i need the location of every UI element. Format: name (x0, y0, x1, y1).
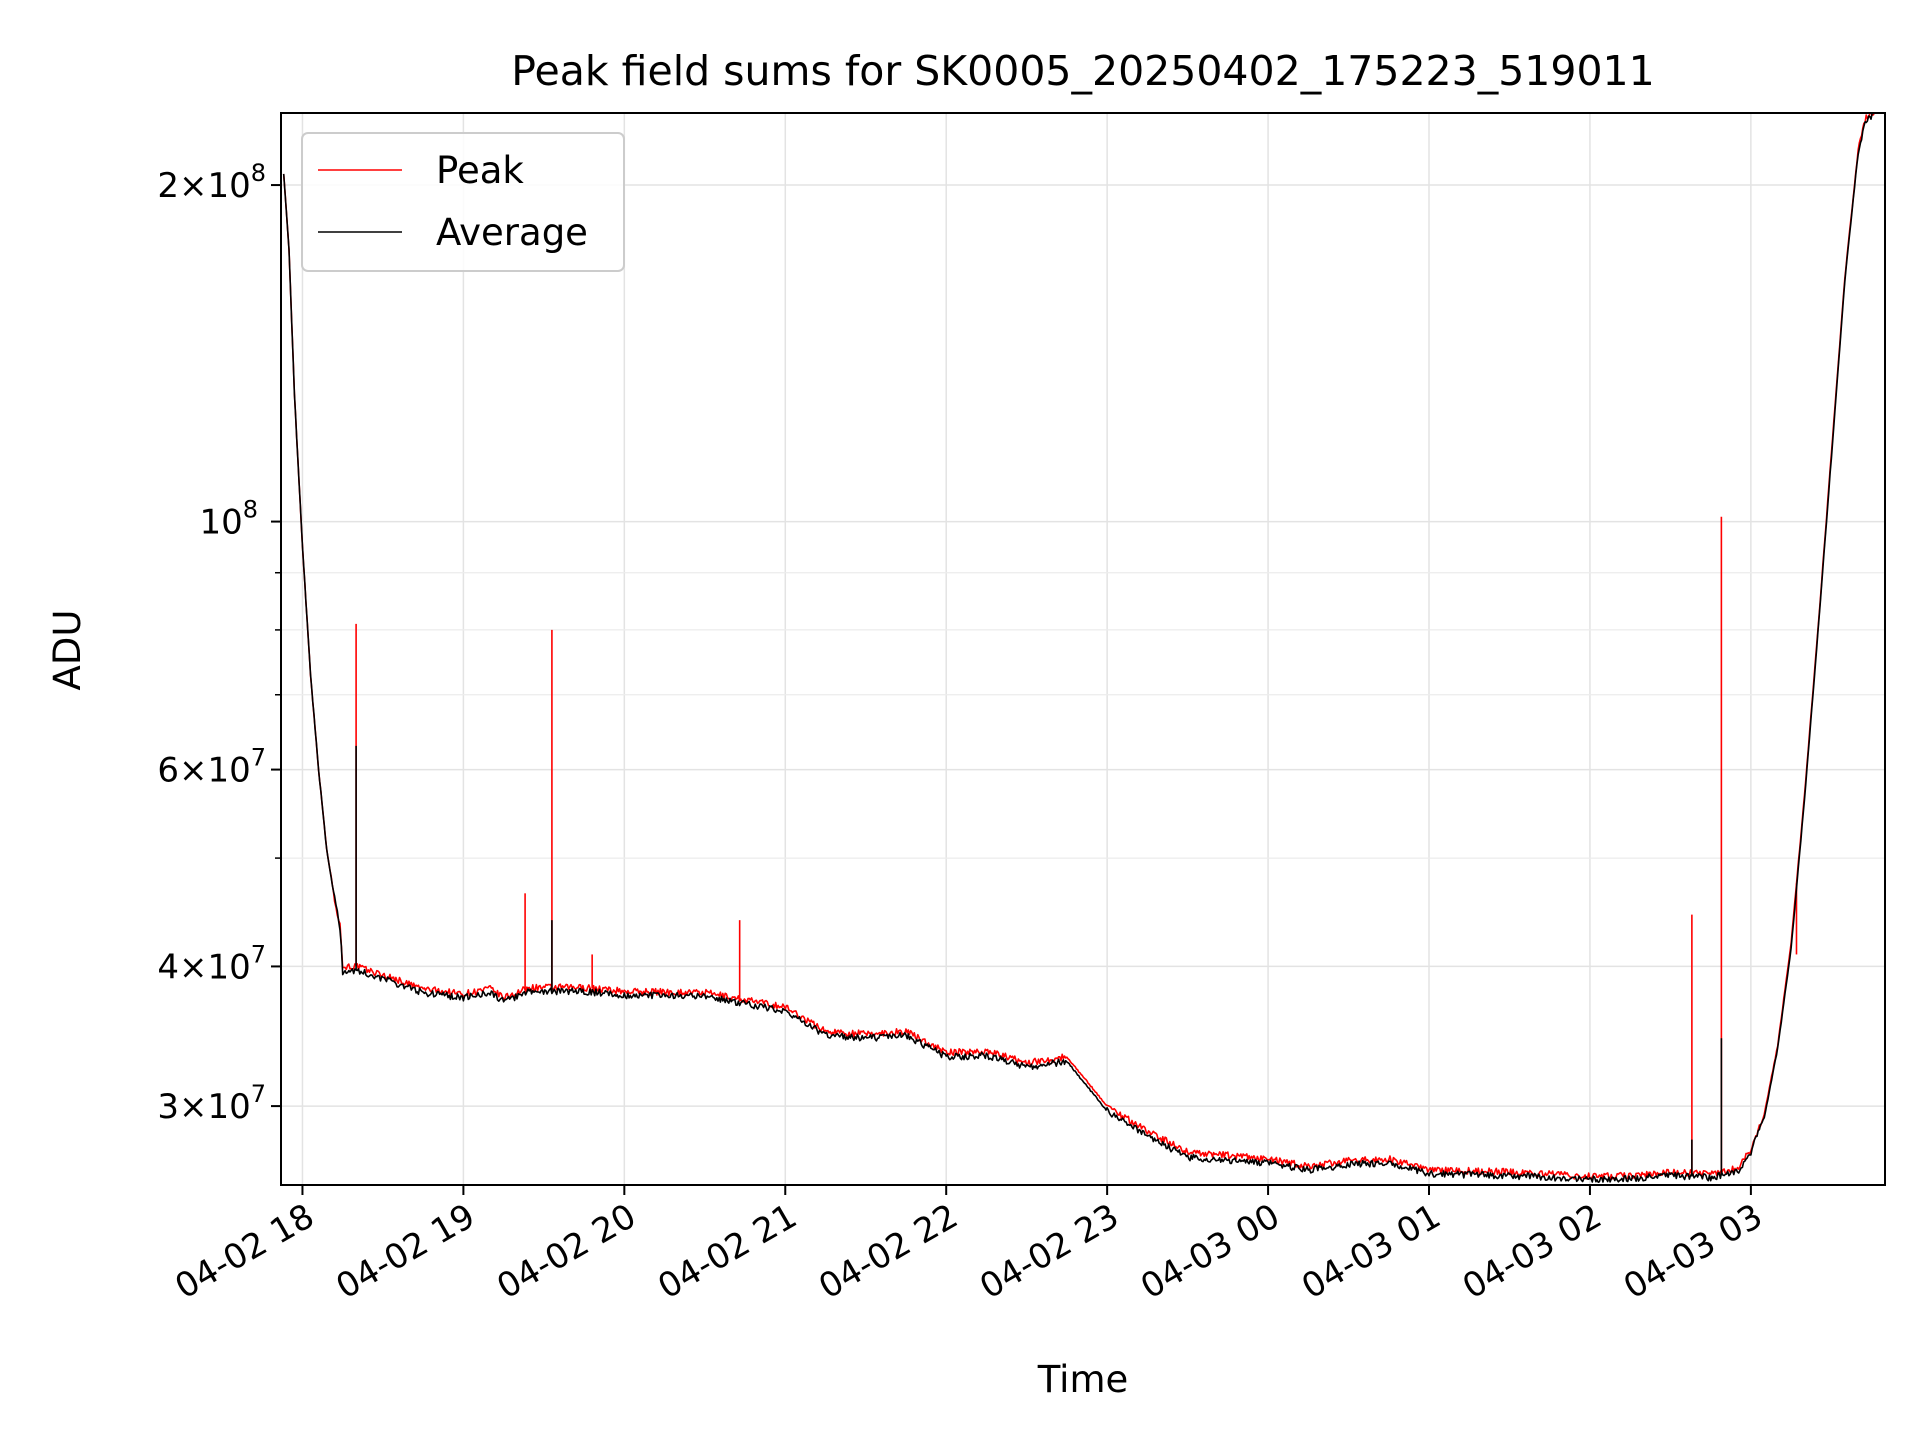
y-tick-label: 108 (199, 496, 258, 543)
y-axis-label: ADU (46, 610, 89, 691)
legend-label-average: Average (436, 211, 588, 254)
y-tick-label: 4×107 (157, 940, 266, 987)
plot-area-frame (280, 112, 1886, 1186)
legend: Peak Average (301, 132, 625, 272)
y-tick-label: 2×108 (157, 159, 266, 206)
y-axis: 3×107 4×107 6×107 108 2×108 (157, 159, 281, 1127)
x-axis-label: Time (1037, 1358, 1129, 1401)
y-tick-label: 3×107 (157, 1080, 266, 1127)
chart-title: Peak field sums for SK0005_20250402_1752… (511, 47, 1654, 95)
legend-box (301, 132, 625, 272)
y-tick-label: 6×107 (157, 744, 266, 791)
legend-label-peak: Peak (436, 149, 524, 192)
grid (281, 113, 1885, 1185)
series-layer (282, 113, 1877, 1183)
